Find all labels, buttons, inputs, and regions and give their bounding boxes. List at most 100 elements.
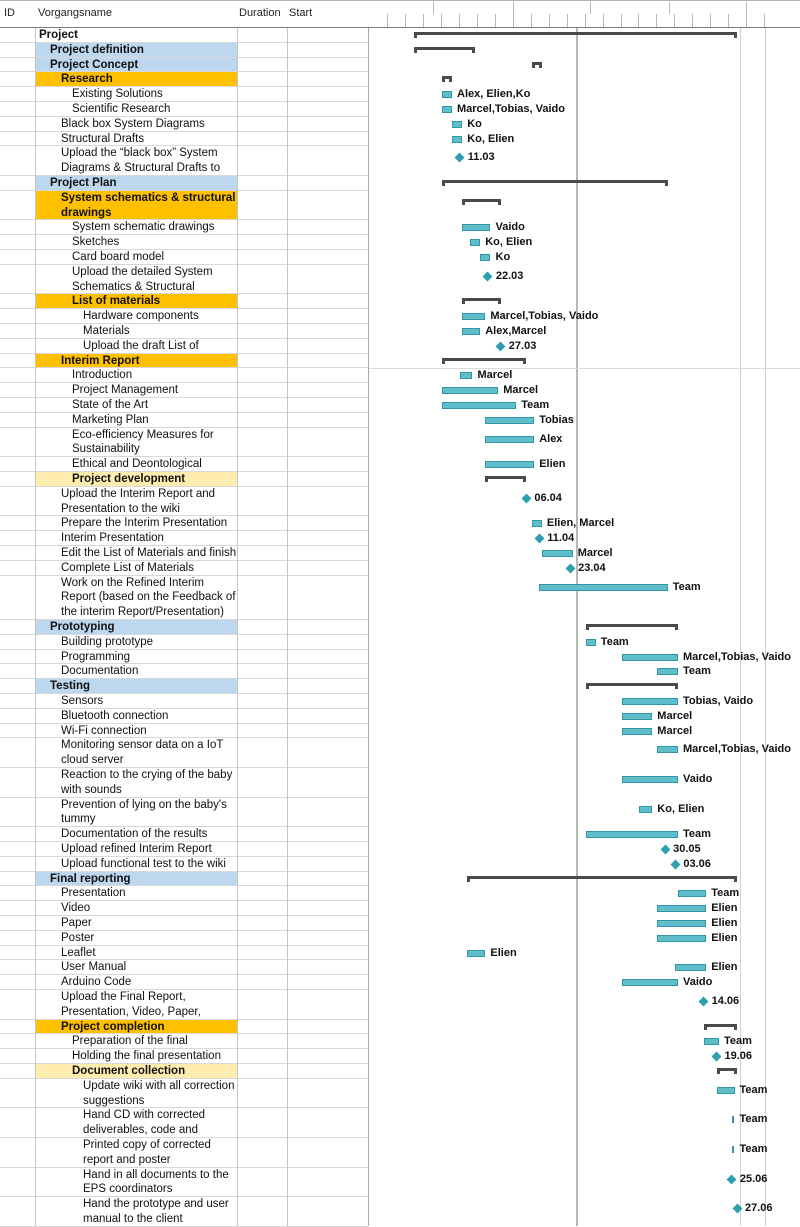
cell-duration[interactable] (237, 1168, 287, 1197)
cell-id[interactable] (0, 694, 35, 708)
cell-duration[interactable] (237, 235, 287, 249)
cell-task-name[interactable]: Edit the List of Materials and finish it (61, 547, 237, 559)
cell-start-date[interactable] (287, 1020, 368, 1034)
gantt-milestone-diamond[interactable] (726, 1174, 737, 1184)
cell-task-name[interactable]: Ethical and Deontological Concerns (72, 458, 202, 471)
gantt-task-bar[interactable] (657, 919, 707, 927)
cell-duration[interactable] (237, 457, 287, 471)
cell-task-name[interactable]: Research (35, 72, 237, 87)
cell-id[interactable] (0, 265, 35, 294)
cell-id[interactable] (0, 664, 35, 678)
cell-task-name[interactable]: Testing (35, 679, 237, 693)
cell-task-name[interactable]: Building prototype (61, 635, 154, 648)
cell-duration[interactable] (237, 1108, 287, 1137)
gantt-task-bar[interactable] (657, 668, 678, 676)
cell-start-date[interactable] (287, 43, 368, 57)
cell-id[interactable] (0, 975, 35, 989)
cell-id[interactable] (0, 1197, 35, 1226)
cell-task-name[interactable]: Project development (35, 472, 237, 486)
gantt-milestone-diamond[interactable] (698, 996, 709, 1007)
cell-start-date[interactable] (287, 117, 368, 131)
table-row[interactable]: Holding the final presentation (0, 1049, 368, 1064)
gantt-task-bar[interactable] (657, 905, 707, 913)
table-row[interactable]: Upload the Interim Report and Presentati… (0, 486, 368, 517)
cell-start-date[interactable] (287, 768, 368, 797)
table-row[interactable]: Sensors (0, 694, 368, 709)
cell-task-name[interactable]: Printed copy of corrected report and pos… (83, 1139, 211, 1166)
table-row[interactable]: Upload the Final Report, Presentation, V… (0, 990, 368, 1020)
table-row[interactable]: Hand CD with corrected deliverables, cod… (0, 1108, 368, 1138)
cell-id[interactable] (0, 250, 35, 264)
cell-task-name[interactable]: Leaflet (61, 946, 96, 959)
cell-duration[interactable] (237, 975, 287, 989)
table-row[interactable]: Monitoring sensor data on a IoT cloud se… (0, 738, 368, 768)
cell-id[interactable] (0, 842, 35, 856)
gantt-task-bar[interactable] (485, 461, 535, 469)
cell-start-date[interactable] (287, 724, 368, 738)
gantt-task-bar[interactable] (621, 653, 678, 661)
cell-task-name[interactable]: Final reporting (35, 871, 237, 886)
cell-duration[interactable] (237, 694, 287, 708)
cell-start-date[interactable] (287, 650, 368, 664)
table-row[interactable]: Project Plan (0, 176, 368, 191)
cell-duration[interactable] (237, 1064, 287, 1078)
table-row[interactable]: Project (0, 28, 368, 43)
cell-start-date[interactable] (287, 798, 368, 827)
gantt-task-bar[interactable] (441, 387, 499, 395)
table-row[interactable]: Document collection (0, 1064, 368, 1079)
cell-id[interactable] (0, 738, 35, 767)
cell-id[interactable] (0, 516, 35, 530)
cell-start-date[interactable] (287, 827, 368, 841)
cell-start-date[interactable] (287, 1064, 368, 1078)
gantt-task-bar[interactable] (539, 583, 668, 591)
cell-duration[interactable] (237, 679, 287, 693)
cell-start-date[interactable] (287, 842, 368, 856)
cell-start-date[interactable] (287, 620, 368, 634)
cell-id[interactable] (0, 428, 35, 457)
cell-start-date[interactable] (287, 132, 368, 146)
cell-start-date[interactable] (287, 990, 368, 1019)
cell-duration[interactable] (237, 946, 287, 960)
cell-id[interactable] (0, 368, 35, 382)
cell-duration[interactable] (237, 1138, 287, 1167)
cell-id[interactable] (0, 990, 35, 1019)
cell-task-name[interactable]: Project Management (72, 384, 179, 397)
cell-duration[interactable] (237, 383, 287, 397)
cell-start-date[interactable] (287, 87, 368, 101)
gantt-task-bar[interactable] (441, 105, 452, 113)
cell-start-date[interactable] (287, 487, 368, 516)
cell-start-date[interactable] (287, 72, 368, 86)
cell-id[interactable] (0, 354, 35, 368)
column-header-duration[interactable]: Duration (239, 7, 281, 19)
table-row[interactable]: Eco-efficiency Measures for Sustainabili… (0, 427, 368, 458)
gantt-task-bar[interactable] (657, 746, 678, 754)
cell-start-date[interactable] (287, 339, 368, 353)
gantt-milestone-diamond[interactable] (482, 271, 493, 282)
table-row[interactable]: Prepare the Interim Presentation (0, 516, 368, 532)
cell-task-name[interactable]: Interim Report (35, 353, 237, 368)
gantt-task-bar[interactable] (441, 91, 452, 99)
cell-duration[interactable] (237, 561, 287, 575)
cell-duration[interactable] (237, 1049, 287, 1063)
cell-task-name[interactable]: Black box System Diagrams (61, 117, 205, 130)
cell-start-date[interactable] (287, 561, 368, 575)
cell-task-name[interactable]: Sketches (72, 236, 120, 249)
cell-id[interactable] (0, 1034, 35, 1048)
cell-start-date[interactable] (287, 413, 368, 427)
gantt-task-bar[interactable] (480, 253, 491, 261)
cell-start-date[interactable] (287, 546, 368, 560)
cell-id[interactable] (0, 960, 35, 974)
cell-task-name[interactable]: State of the Art (72, 399, 149, 411)
cell-task-name[interactable]: Hardware components (83, 310, 199, 323)
table-row[interactable]: Upload the “black box” System Diagrams &… (0, 146, 368, 176)
cell-duration[interactable] (237, 191, 287, 220)
cell-duration[interactable] (237, 990, 287, 1019)
table-row[interactable]: User Manual (0, 960, 368, 976)
cell-id[interactable] (0, 650, 35, 664)
cell-duration[interactable] (237, 413, 287, 427)
cell-start-date[interactable] (287, 146, 368, 175)
table-row[interactable]: Project development (0, 472, 368, 487)
gantt-summary-bar[interactable] (467, 875, 737, 882)
table-row[interactable]: Interim Presentation (0, 531, 368, 546)
gantt-task-bar[interactable] (675, 964, 707, 972)
